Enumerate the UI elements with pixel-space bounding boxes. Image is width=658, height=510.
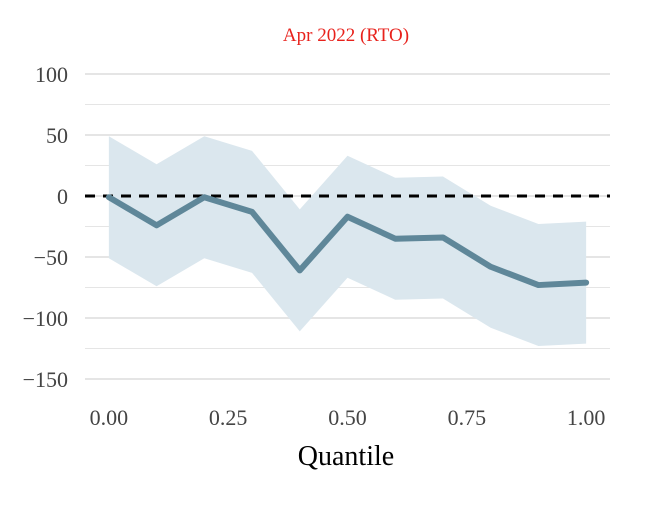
chart-title: Apr 2022 (RTO) — [283, 25, 409, 46]
y-tick-label: 0 — [57, 184, 68, 209]
x-tick-label: 0.75 — [448, 405, 487, 430]
y-tick-label: 50 — [46, 123, 68, 148]
x-tick-label: 0.25 — [209, 405, 248, 430]
y-tick-label: 100 — [35, 62, 68, 87]
x-tick-label: 0.50 — [328, 405, 367, 430]
x-axis-label: Quantile — [298, 441, 394, 472]
x-axis-tick-labels: 0.00 0.25 0.50 0.75 1.00 — [90, 405, 606, 430]
y-axis-tick-labels: −150 −100 −50 0 50 100 — [23, 62, 68, 392]
confidence-band — [108, 136, 587, 347]
series-line — [105, 194, 590, 289]
y-tick-label: −100 — [23, 306, 68, 331]
series-line-layer — [105, 194, 590, 289]
confidence-band-layer — [108, 136, 587, 347]
x-tick-label: 1.00 — [567, 405, 606, 430]
y-tick-label: −50 — [34, 245, 68, 270]
x-tick-label: 0.00 — [90, 405, 129, 430]
y-tick-label: −150 — [23, 367, 68, 392]
